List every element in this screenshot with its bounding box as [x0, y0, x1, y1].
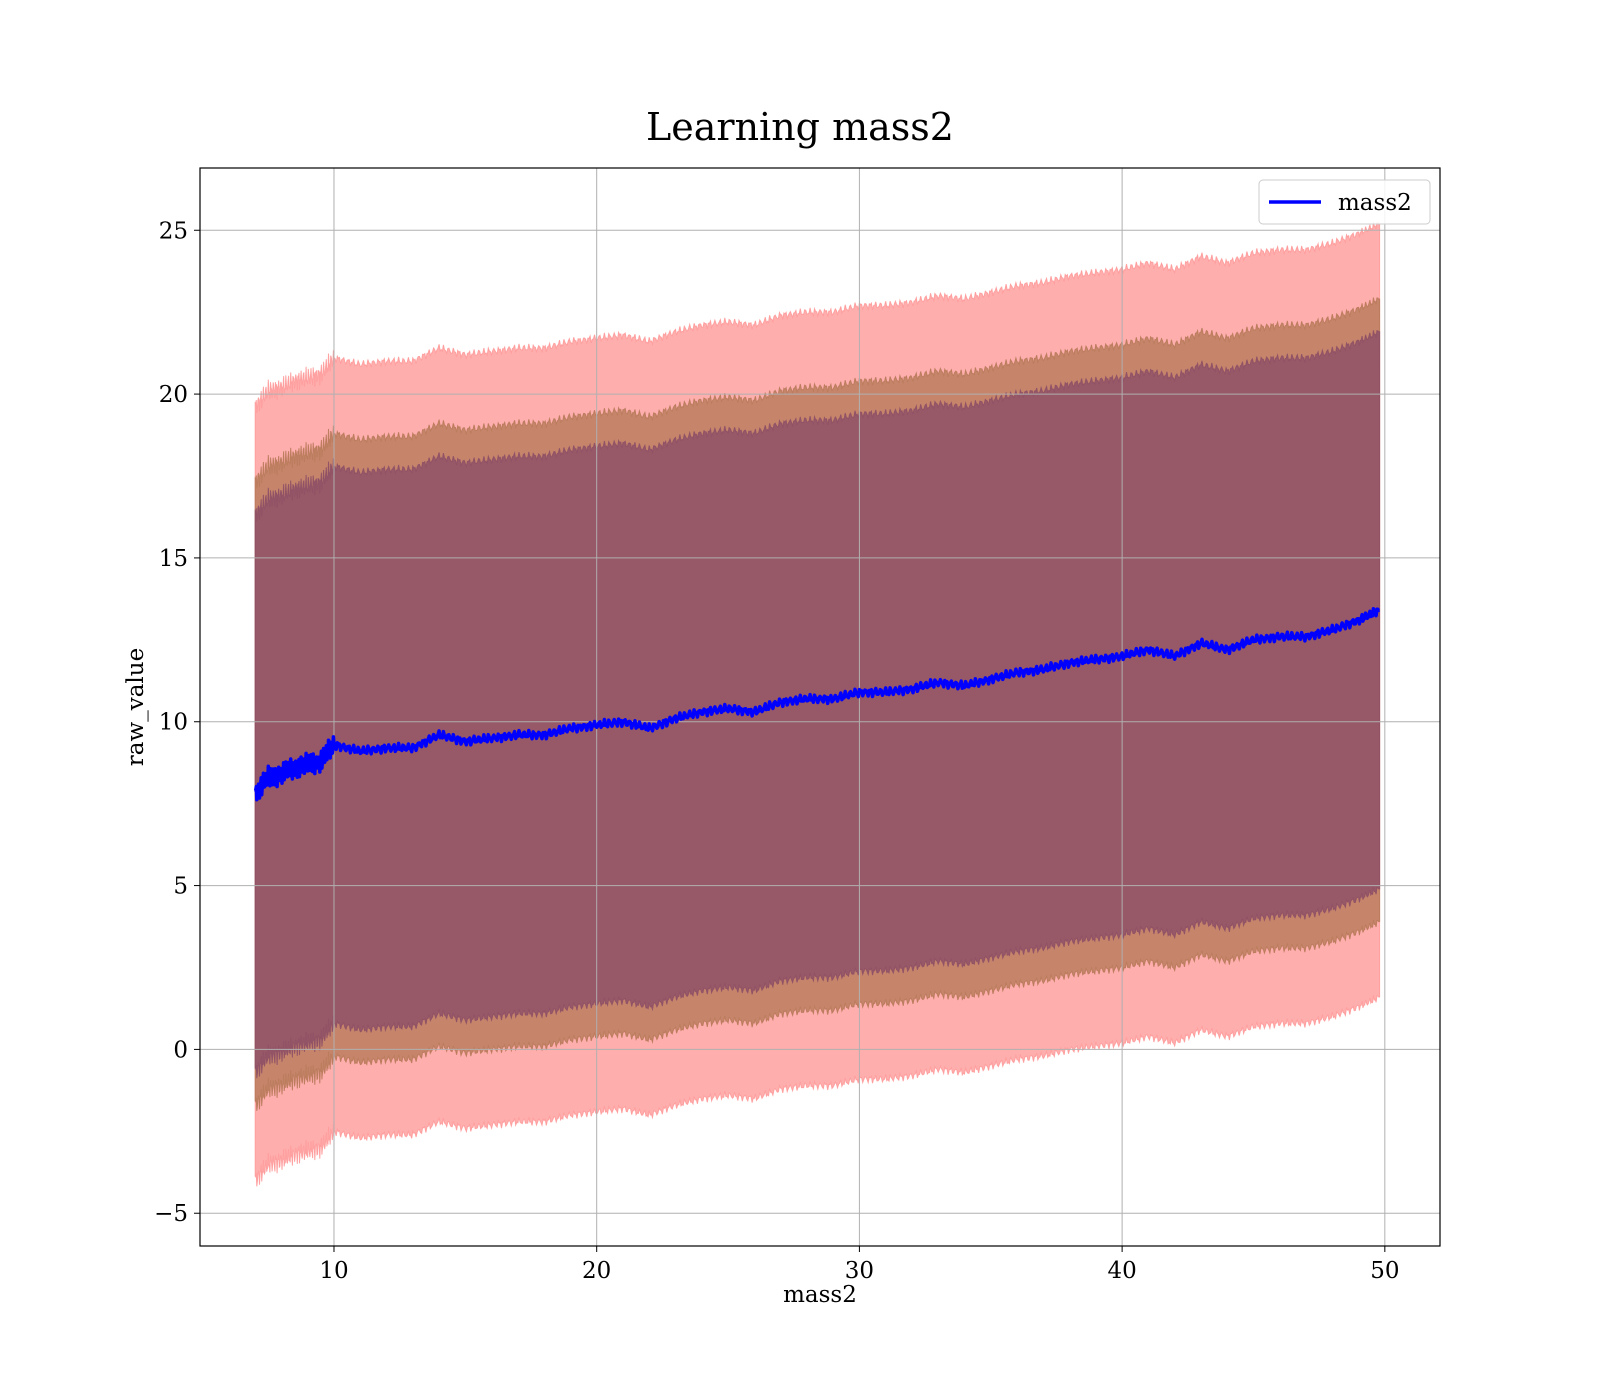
chart-title: Learning mass2	[646, 105, 954, 149]
x-axis-ticks: 10 20 30 40 50	[319, 1246, 1399, 1284]
legend-box	[1258, 179, 1431, 225]
y-tick-label: 15	[159, 546, 188, 572]
plot-frame	[199, 167, 1441, 1247]
y-axis-ticks: −5 0 5 10 15 20 25	[154, 218, 200, 1227]
y-tick-label: 25	[159, 218, 188, 244]
x-axis-label: mass2	[783, 1282, 857, 1308]
series-line-mass2	[253, 607, 1381, 802]
legend-label-mass2: mass2	[1338, 190, 1412, 216]
band-inner	[254, 330, 1381, 1079]
y-tick-label: 5	[173, 874, 188, 900]
y-tick-label: 20	[159, 382, 188, 408]
x-tick-label: 20	[582, 1258, 611, 1284]
x-tick-label: 10	[319, 1258, 348, 1284]
y-tick-label: 10	[159, 710, 188, 736]
confidence-bands	[254, 222, 1381, 1187]
series-lines	[253, 607, 1381, 802]
y-tick-label: 0	[173, 1037, 188, 1063]
x-tick-label: 40	[1107, 1258, 1136, 1284]
x-tick-label: 30	[845, 1258, 874, 1284]
x-tick-label: 50	[1370, 1258, 1399, 1284]
grid-lines	[200, 168, 1440, 1246]
legend: mass2	[1258, 179, 1431, 225]
y-axis-label: raw_value	[123, 648, 149, 766]
y-tick-label: −5	[154, 1201, 188, 1227]
